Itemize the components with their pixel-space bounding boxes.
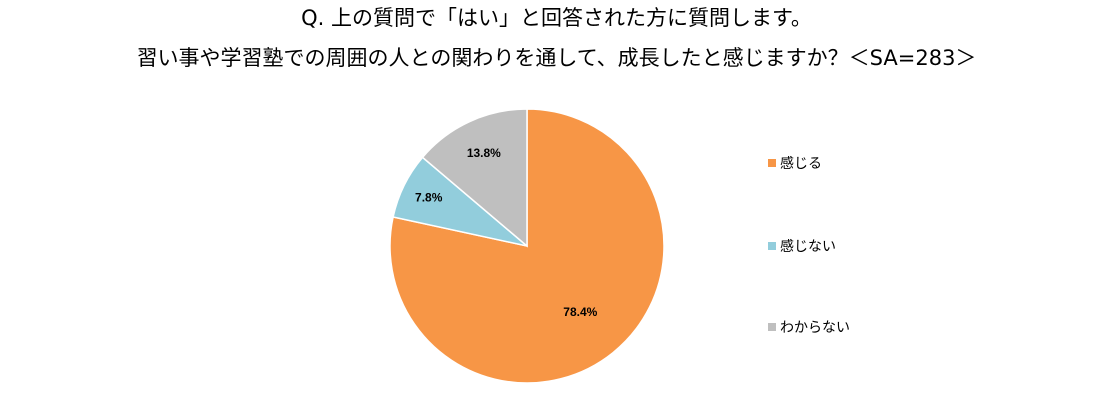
legend-swatch-kanjiru — [768, 159, 776, 167]
chart-subtitle: 習い事や学習塾での周囲の人との関わりを通して、成長したと感じますか？＜SA=28… — [136, 46, 977, 70]
pie-slice-wakaranai — [421, 108, 528, 248]
data-label-kanjinai: 7.8% — [415, 190, 443, 204]
legend-label-kanjinai: 感じない — [780, 238, 836, 255]
chart-title: Q. 上の質問で「はい」と回答された方に質問します。 — [301, 6, 812, 30]
pie-data-labels: 78.4% 7.8% 13.8% — [415, 146, 598, 319]
legend-label-wakaranai: わからない — [780, 320, 850, 336]
pie-slice-kanjiru — [389, 108, 665, 384]
pie-slices — [389, 108, 665, 384]
data-label-kanjiru: 78.4% — [563, 305, 597, 319]
legend-label-kanjiru: 感じる — [780, 155, 822, 172]
legend-swatch-kanjinai — [768, 242, 776, 250]
data-label-wakaranai: 13.8% — [467, 146, 501, 160]
legend-swatch-wakaranai — [768, 323, 776, 331]
